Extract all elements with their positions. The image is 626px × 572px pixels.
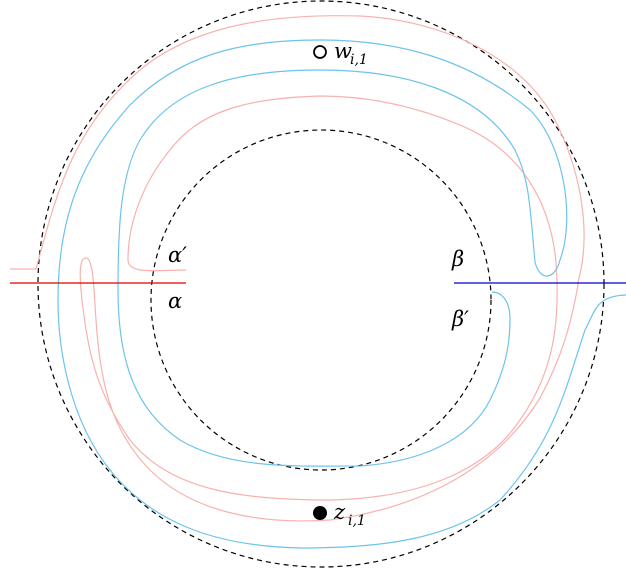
- label-w-main: w: [334, 39, 352, 63]
- label-z-main: z: [333, 500, 346, 524]
- inner-dashed-circle: [150, 129, 492, 471]
- label-beta-prime: β′: [451, 307, 469, 331]
- label-beta: β: [451, 247, 464, 271]
- blue-curve-outer: [57, 39, 626, 549]
- red-curve-outer: [10, 15, 585, 283]
- label-z-sub: i,1: [348, 513, 366, 529]
- z-basepoint: [313, 506, 327, 520]
- w-basepoint: [313, 45, 327, 59]
- label-w-sub: i,1: [350, 52, 368, 68]
- label-alpha-prime: α′: [168, 243, 187, 267]
- outer-dashed-circle: [37, 0, 605, 568]
- label-alpha: α: [168, 289, 182, 313]
- red-curve-inner: [79, 95, 579, 522]
